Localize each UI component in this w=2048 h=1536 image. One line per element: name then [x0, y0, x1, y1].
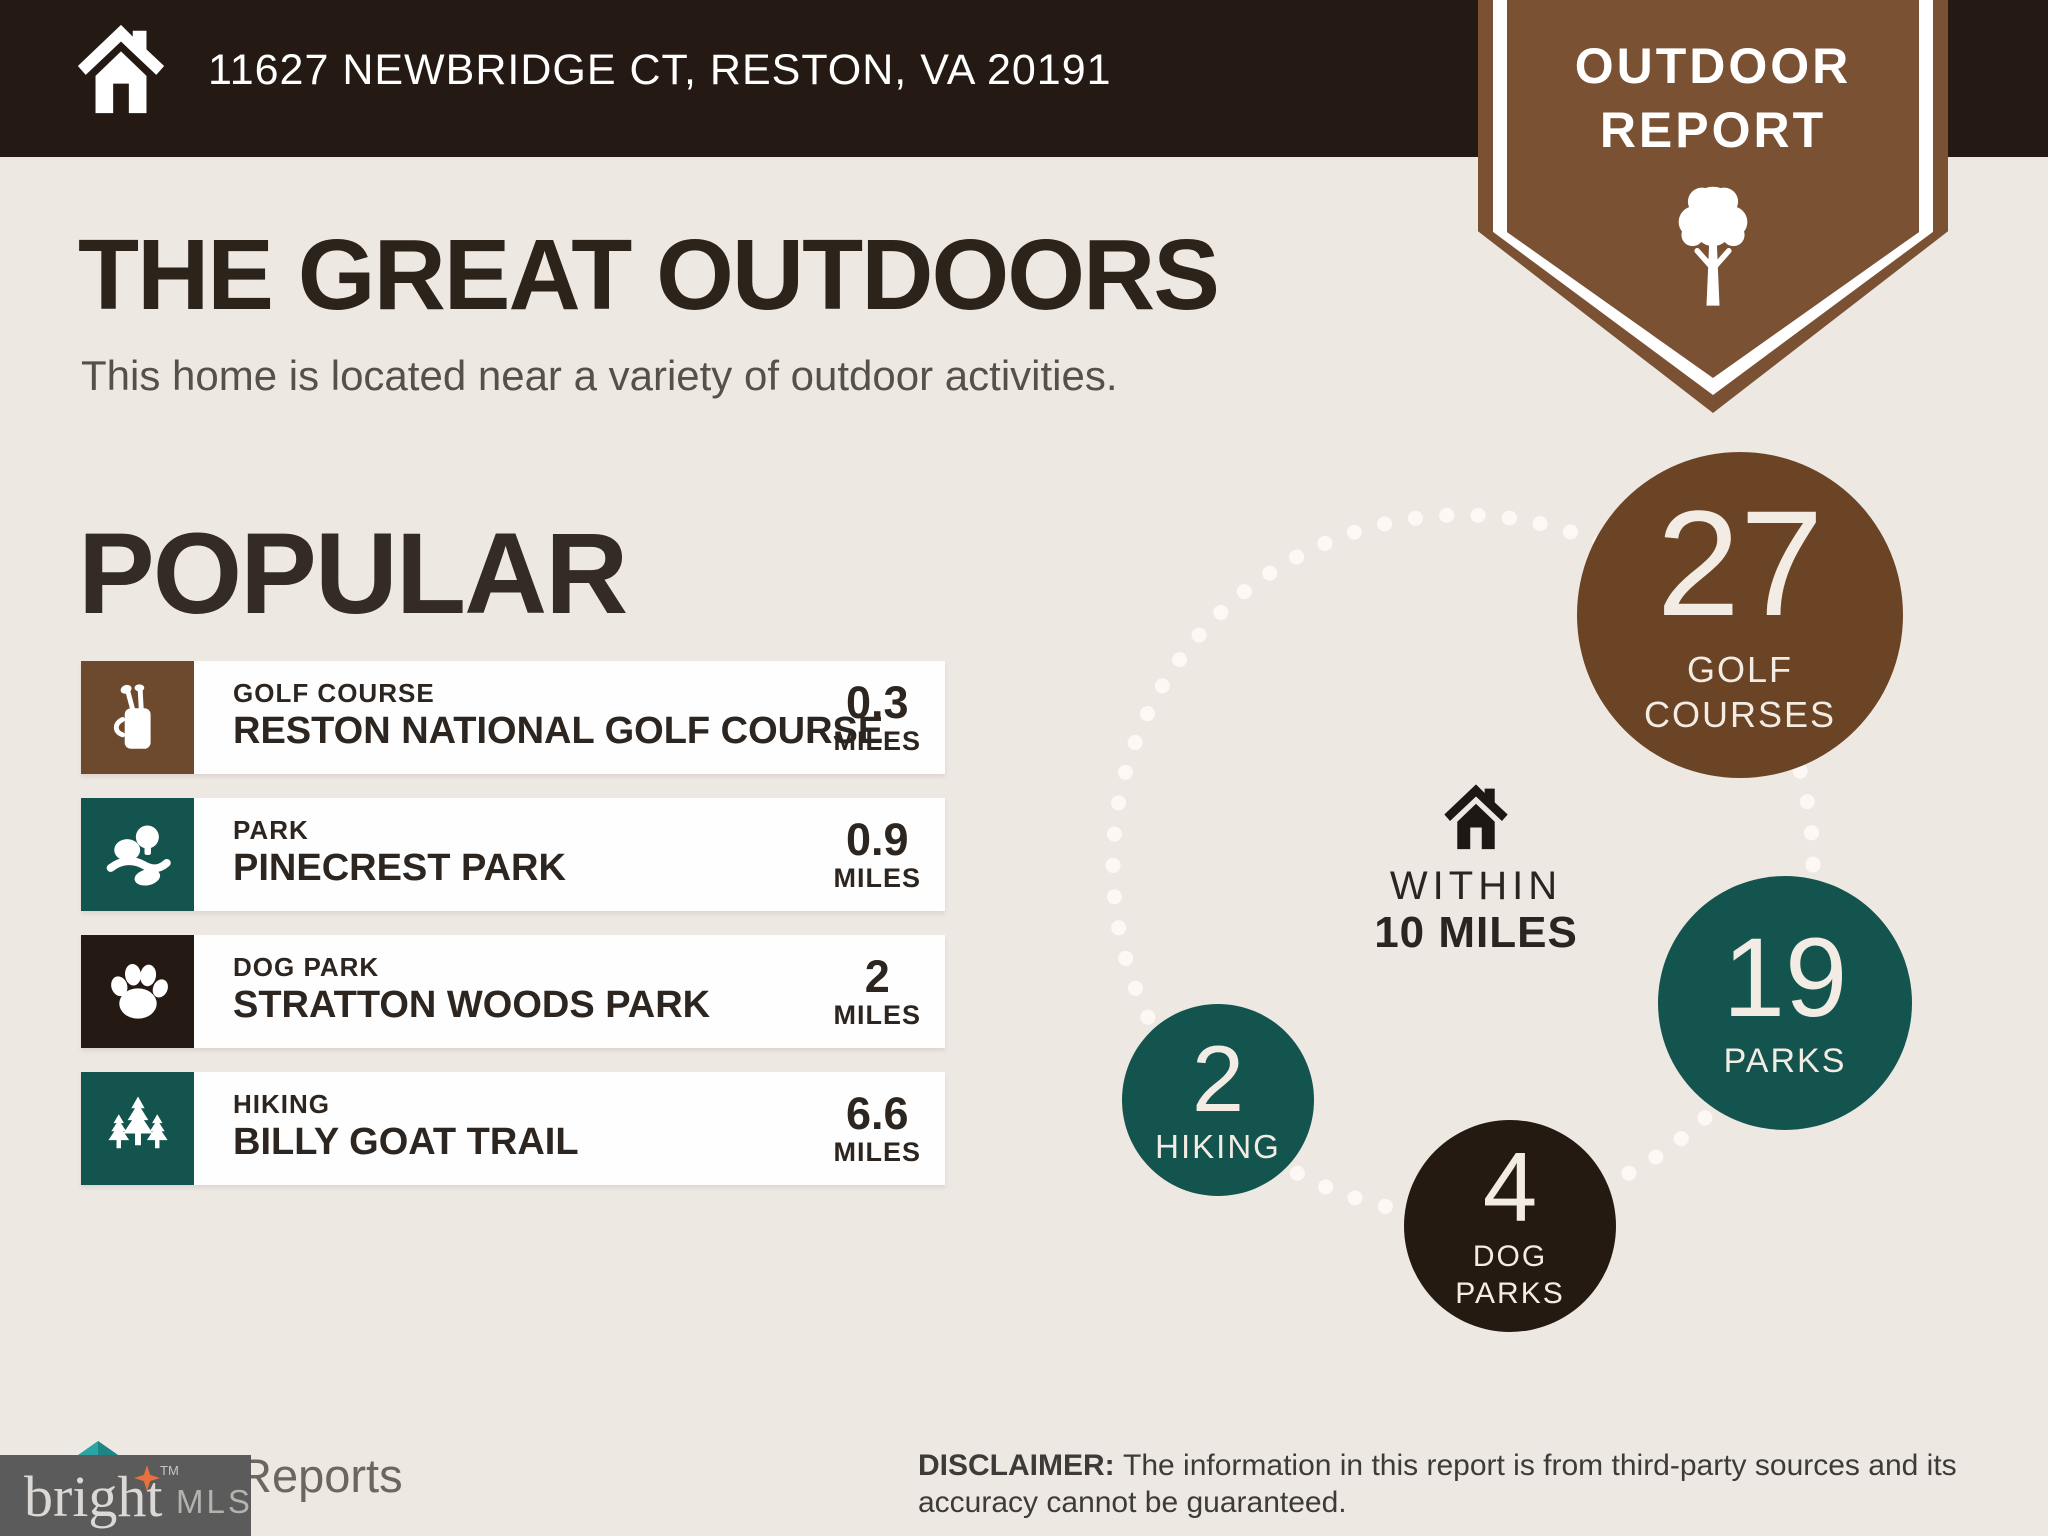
item-name: RESTON NATIONAL GOLF COURSE: [233, 710, 884, 752]
within-distance-label: 10 MILES: [1374, 908, 1578, 957]
list-item-golf-course: GOLF COURSE RESTON NATIONAL GOLF COURSE …: [81, 661, 945, 774]
list-item-hiking: HIKING BILLY GOAT TRAIL 6.6 MILES: [81, 1072, 945, 1185]
sparkle-icon: [134, 1465, 160, 1496]
item-name: BILLY GOAT TRAIL: [233, 1121, 579, 1163]
item-category: DOG PARK: [233, 952, 380, 982]
item-name: PINECREST PARK: [233, 847, 566, 889]
reports-logo-peak-icon: [78, 1441, 118, 1460]
list-item-park: PARK PINECREST PARK 0.9 MILES: [81, 798, 945, 911]
bright-mls-logo: bright TM MLS: [0, 1455, 251, 1536]
stat-hiking: 2 HIKING: [1122, 1004, 1314, 1196]
bright-logo-text: bright: [24, 1464, 163, 1529]
page-title: THE GREAT OUTDOORS: [78, 219, 1220, 331]
reports-logo-text: Reports: [238, 1449, 403, 1502]
stat-parks: 19 PARKS: [1658, 876, 1912, 1130]
item-distance: 0.9 MILES: [833, 813, 921, 893]
stat-golf-courses: 27 GOLF COURSES: [1577, 452, 1903, 778]
disclaimer-label: DISCLAIMER:: [918, 1449, 1115, 1482]
dotted-radius-ring: [1073, 475, 1853, 1260]
list-item-dog-park: DOG PARK STRATTON WOODS PARK 2 MILES: [81, 935, 945, 1048]
item-category: HIKING: [233, 1089, 330, 1119]
disclaimer-text: DISCLAIMER: The information in this repo…: [918, 1449, 1957, 1519]
item-distance: 0.3 MILES: [833, 676, 921, 756]
home-icon: [1440, 780, 1512, 857]
tree-icon: [1665, 183, 1761, 318]
mls-logo-text: MLS: [176, 1483, 253, 1520]
trademark-label: TM: [160, 1463, 179, 1478]
item-distance: 2 MILES: [833, 950, 921, 1030]
page-subtitle: This home is located near a variety of o…: [81, 352, 1118, 399]
banner-title: OUTDOOR REPORT: [1574, 38, 1852, 158]
popular-heading: POPULAR: [78, 510, 628, 638]
property-address: 11627 NEWBRIDGE CT, RESTON, VA 20191: [208, 45, 1112, 94]
item-category: GOLF COURSE: [233, 678, 435, 708]
item-category: PARK: [233, 815, 309, 845]
item-distance: 6.6 MILES: [833, 1087, 921, 1167]
park-icon: [81, 798, 194, 911]
pine-trees-icon: [81, 1072, 194, 1185]
item-name: STRATTON WOODS PARK: [233, 984, 711, 1026]
home-icon: [72, 19, 170, 122]
paw-icon: [81, 935, 194, 1048]
golf-bag-icon: [81, 661, 194, 774]
within-label: WITHIN: [1389, 864, 1563, 908]
stat-dog-parks: 4 DOG PARKS: [1404, 1120, 1616, 1332]
outdoor-report-banner: OUTDOOR REPORT: [1478, 0, 1948, 413]
